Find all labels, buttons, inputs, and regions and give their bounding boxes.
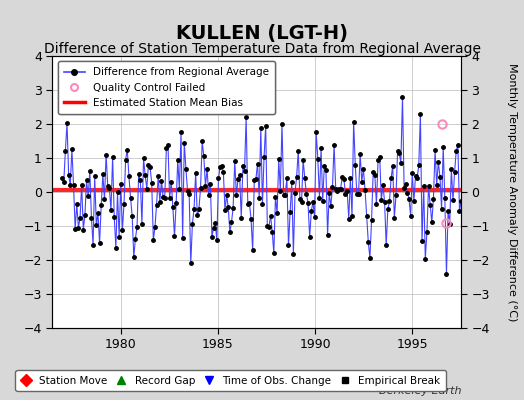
Legend: Station Move, Record Gap, Time of Obs. Change, Empirical Break: Station Move, Record Gap, Time of Obs. C… [16,370,445,391]
Y-axis label: Monthly Temperature Anomaly Difference (°C): Monthly Temperature Anomaly Difference (… [507,63,517,321]
Text: KULLEN (LGT-H): KULLEN (LGT-H) [176,24,348,43]
Text: Berkeley Earth: Berkeley Earth [379,386,461,396]
Legend: Difference from Regional Average, Quality Control Failed, Estimated Station Mean: Difference from Regional Average, Qualit… [58,61,275,114]
Text: Difference of Station Temperature Data from Regional Average: Difference of Station Temperature Data f… [43,42,481,56]
